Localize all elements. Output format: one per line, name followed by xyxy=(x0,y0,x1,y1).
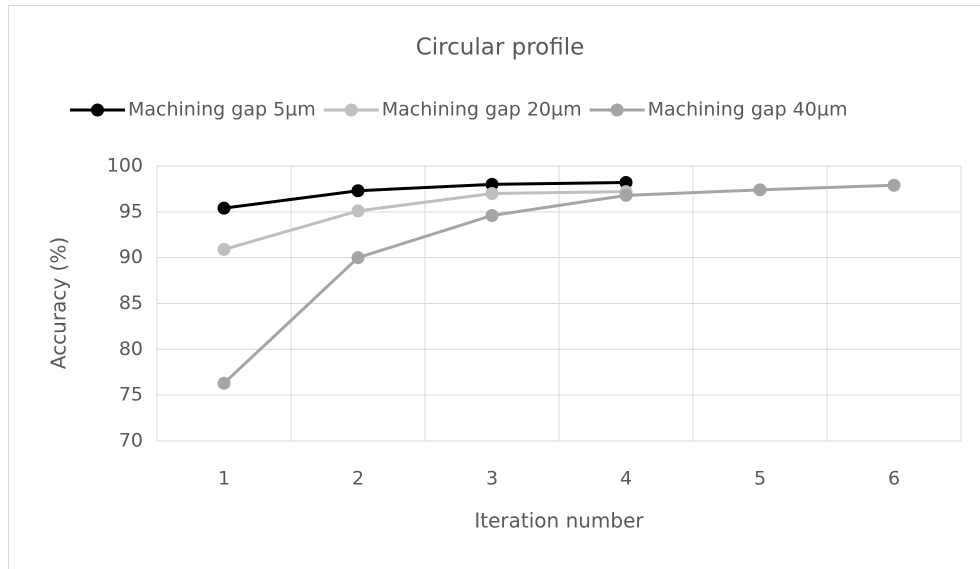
data-point xyxy=(217,201,231,215)
legend-marker xyxy=(344,103,358,117)
data-point xyxy=(887,178,901,192)
legend-label: Machining gap 40µm xyxy=(648,99,848,121)
legend-label: Machining gap 5µm xyxy=(128,99,316,121)
y-tick-label: 80 xyxy=(119,338,143,360)
chart-frame xyxy=(8,5,980,569)
y-tick-label: 100 xyxy=(107,155,143,177)
data-point xyxy=(485,177,499,191)
y-tick-label: 95 xyxy=(119,200,143,222)
x-tick-label: 5 xyxy=(754,468,766,490)
legend-marker xyxy=(91,103,104,117)
y-tick-label: 85 xyxy=(119,292,143,314)
x-tick-label: 2 xyxy=(352,468,364,490)
x-axis-title: Iteration number xyxy=(474,509,644,533)
data-point xyxy=(217,242,231,256)
series-line xyxy=(223,190,627,251)
chart-title: Circular profile xyxy=(416,35,585,61)
legend-marker xyxy=(610,103,624,117)
y-tick-label: 90 xyxy=(119,246,143,268)
x-tick-label: 3 xyxy=(486,468,498,490)
series-line xyxy=(222,183,895,385)
x-tick-label: 4 xyxy=(620,468,632,490)
series-line xyxy=(223,181,627,210)
x-tick-label: 1 xyxy=(218,468,230,490)
x-tick-label: 6 xyxy=(888,468,900,490)
data-point xyxy=(485,187,499,200)
data-point xyxy=(217,376,231,390)
legend-label: Machining gap 20µm xyxy=(382,99,582,121)
data-point xyxy=(753,183,767,197)
y-tick-label: 75 xyxy=(119,384,143,406)
y-tick-label: 70 xyxy=(119,430,143,452)
data-point xyxy=(351,204,365,218)
y-axis-title: Accuracy (%) xyxy=(47,237,71,369)
data-point xyxy=(351,251,365,265)
data-point xyxy=(351,184,365,198)
data-point xyxy=(619,188,633,202)
data-point xyxy=(485,209,499,222)
data-point xyxy=(619,176,633,189)
